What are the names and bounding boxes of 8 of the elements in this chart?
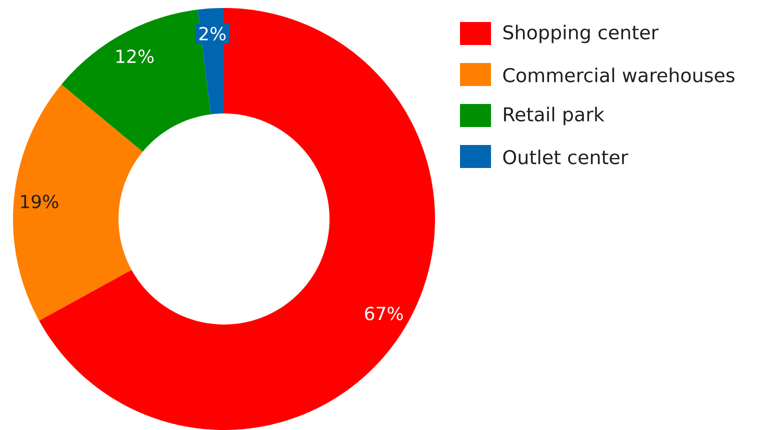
legend-label: Retail park bbox=[504, 106, 604, 126]
legend-label: Shopping center bbox=[503, 24, 659, 44]
data-label: 2% bbox=[199, 26, 226, 40]
legend-label: Outlet center bbox=[503, 150, 628, 164]
legend-label: Commercial warehouses bbox=[503, 68, 734, 82]
data-label: 67% bbox=[365, 306, 403, 320]
data-label: 19% bbox=[21, 194, 58, 208]
data-label: 12% bbox=[116, 49, 154, 64]
